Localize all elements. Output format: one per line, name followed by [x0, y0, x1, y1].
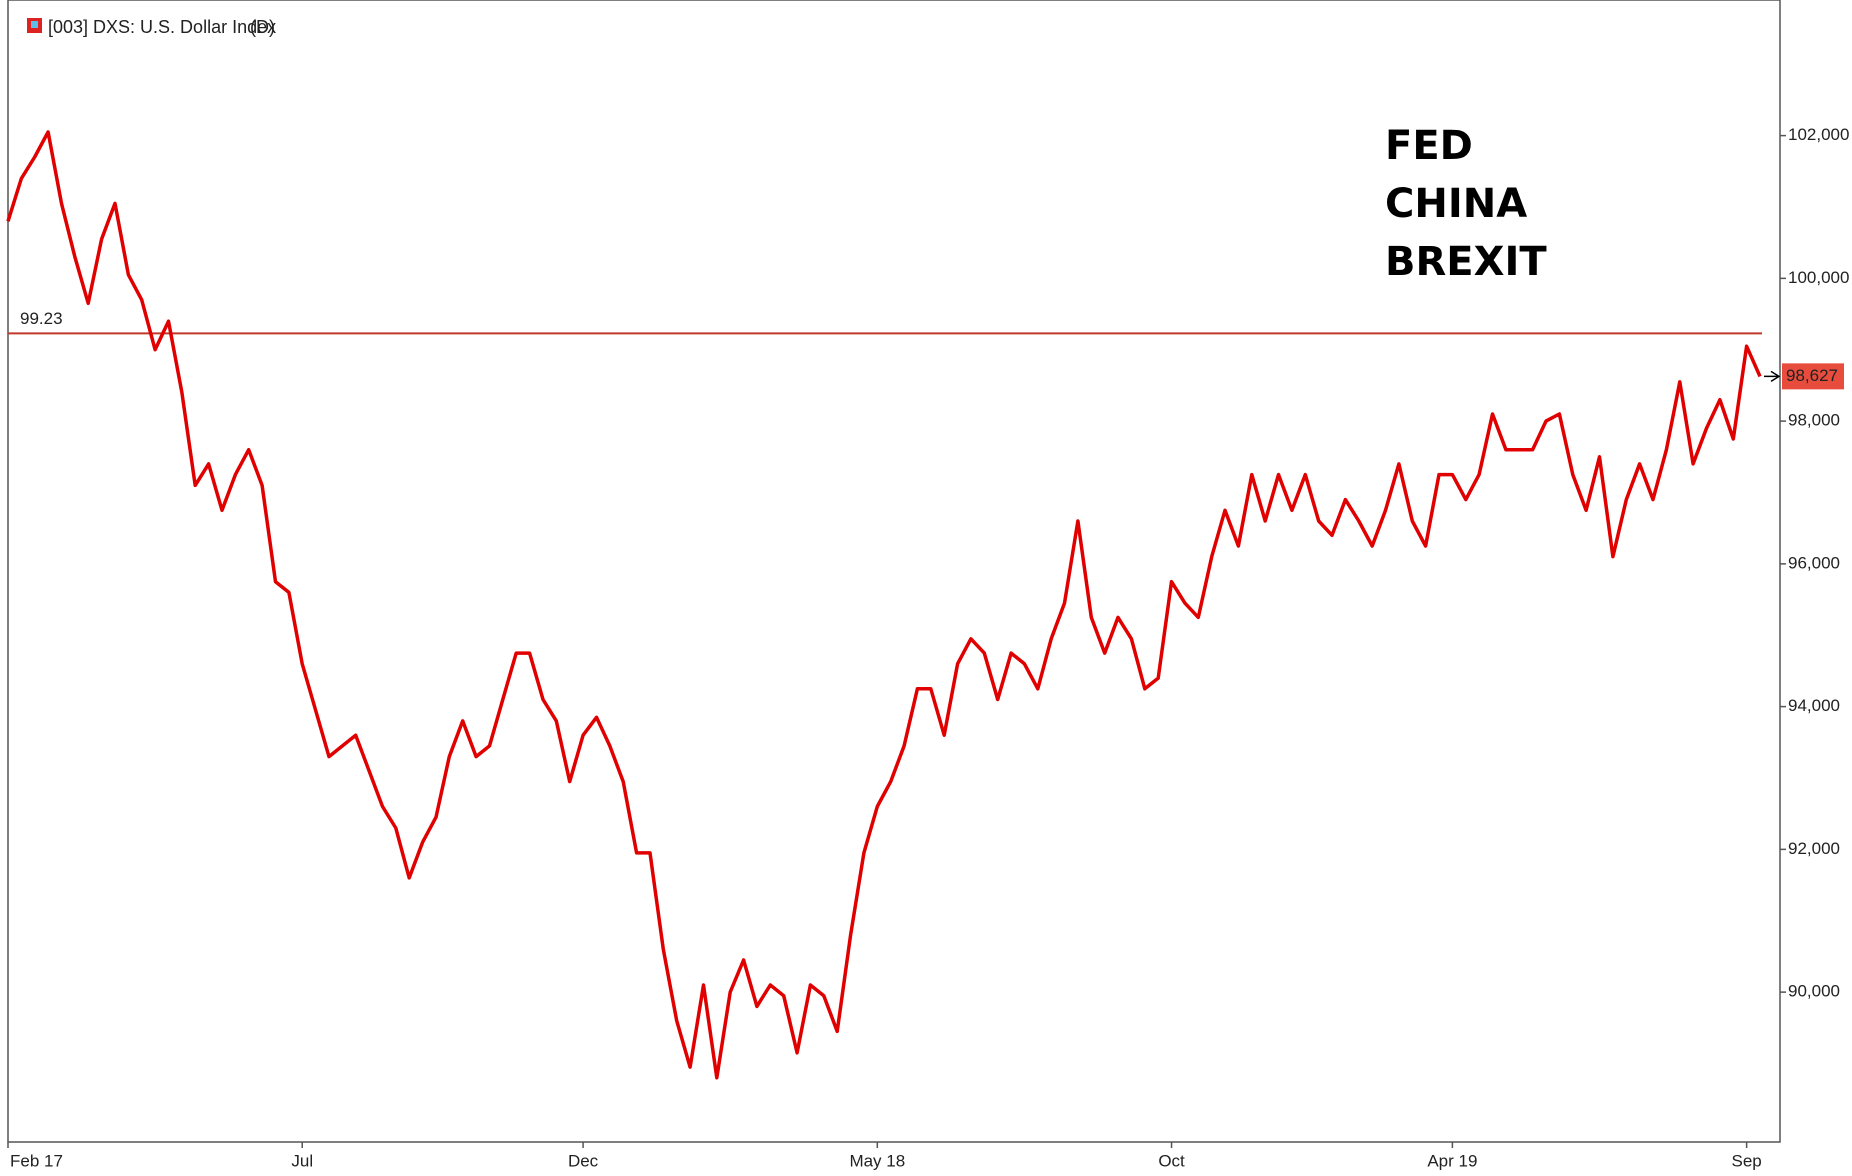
y-tick-label: 102,000 — [1788, 125, 1849, 144]
last-value-arrowhead — [1770, 370, 1781, 382]
annotation: CHINA — [1385, 181, 1527, 227]
last-value-box — [1782, 363, 1844, 390]
x-tick-label: Jul — [291, 1151, 313, 1170]
chart-title: [003] DXS: U.S. Dollar Index — [48, 17, 276, 37]
x-tick-label: Feb 17 — [10, 1151, 63, 1170]
y-tick-label: 90,000 — [1788, 982, 1840, 1001]
data-line — [6, 130, 1762, 1080]
y-tick-label: 96,000 — [1788, 553, 1840, 572]
x-tick-label: May 18 — [849, 1151, 905, 1170]
x-tick-label: Dec — [568, 1151, 599, 1170]
y-tick-label: 92,000 — [1788, 839, 1840, 858]
y-tick-label: 94,000 — [1788, 696, 1840, 715]
plot-frame — [7, 0, 1781, 1143]
legend-icon-inner — [31, 21, 38, 28]
reference-label: 99.23 — [20, 309, 63, 328]
interval-label: (D) — [250, 17, 275, 37]
last-value-label: 98,627 — [1786, 366, 1838, 385]
annotation: FED — [1385, 123, 1473, 169]
x-tick-label: Apr 19 — [1427, 1151, 1477, 1170]
x-tick-label: Sep — [1732, 1151, 1762, 1170]
x-tick-label: Oct — [1158, 1151, 1185, 1170]
y-tick-label: 98,000 — [1788, 411, 1840, 430]
y-tick-label: 100,000 — [1788, 268, 1849, 287]
annotation: BREXIT — [1385, 239, 1547, 285]
